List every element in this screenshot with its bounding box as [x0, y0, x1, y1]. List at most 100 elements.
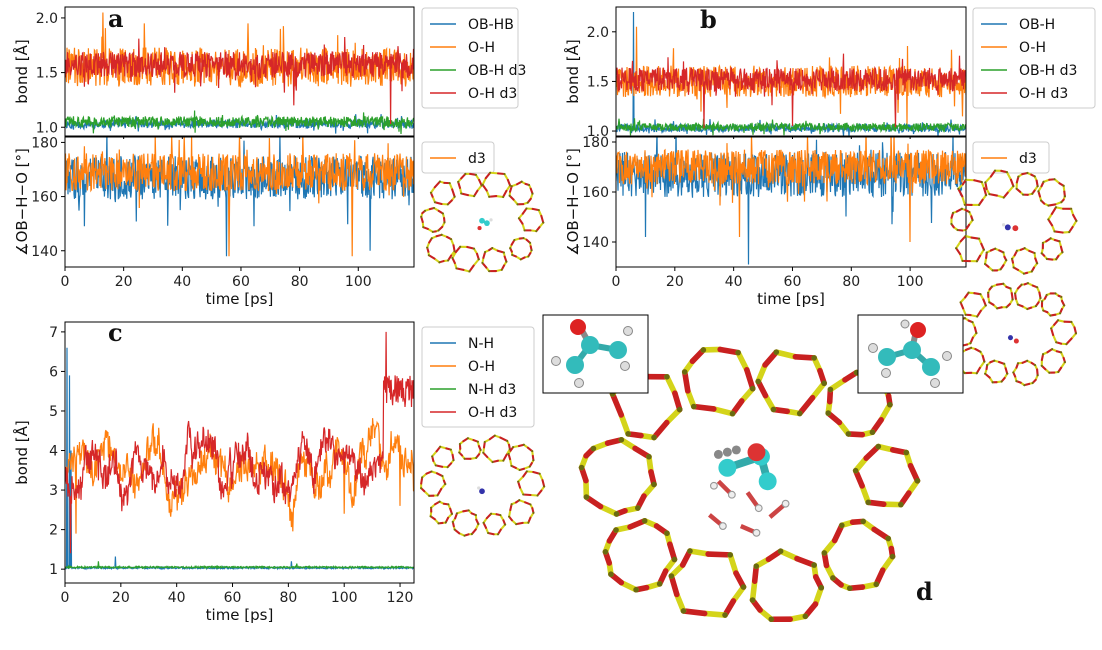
- x-tick-label: 60: [224, 590, 242, 606]
- axes-frame: [615, 136, 967, 268]
- legend-box: [421, 7, 519, 109]
- y-tick-label: 4: [49, 444, 58, 460]
- panel-label-c: c: [108, 318, 123, 347]
- legend-entry: N-H d3: [468, 382, 516, 398]
- plot-c-bond: 1 2 3 4 5 6 7 0 20 40 60 80 100 120 time [ps] bond [Å] N…: [12, 321, 535, 624]
- molecule-inset-left: [542, 314, 649, 394]
- series-line-d3: [65, 137, 414, 257]
- axes-frame: [64, 6, 415, 137]
- y-tick-label: 1.0: [36, 120, 58, 136]
- y-tick-label: 1.5: [587, 74, 609, 90]
- x-tick-label: 80: [842, 274, 860, 290]
- axes-frame: [64, 136, 415, 268]
- x-tick-label: 20: [115, 274, 133, 290]
- x-tick-label: 20: [666, 274, 684, 290]
- y-axis-label: ∡OB−H−O [°]: [13, 148, 31, 256]
- series-line-unlabeled: [616, 137, 966, 265]
- series-line-o-h-d3: [616, 53, 966, 129]
- y-tick-label: 5: [49, 404, 58, 420]
- legend-entry: d3: [1019, 151, 1037, 167]
- x-axis-label: time [ps]: [206, 606, 274, 624]
- series-group: [616, 11, 966, 136]
- plot-b-angle: 140 160 180 0 20 40 60 80 100 time [ps] ∡OB−H−O [°…: [564, 135, 1050, 308]
- legend: N-H O-H N-H d3 O-H d3: [421, 326, 535, 428]
- y-axis-label: ∡OB−H−O [°]: [564, 148, 582, 256]
- y-axis-label: bond [Å]: [12, 420, 31, 484]
- zeolite-thumbnail-b-top: [950, 169, 1078, 275]
- series-line-ob-h-d3: [65, 110, 414, 135]
- legend: OB-H O-H OB-H d3 O-H d3: [972, 7, 1096, 109]
- adsorbate-molecule-b2: [1007, 335, 1019, 344]
- plot-a-bond: 1.0 1.5 2.0 bond [Å] OB-HB O-H OB-H d3 O-H d3: [12, 6, 526, 139]
- series-line-o-h: [616, 26, 966, 127]
- series-line-unlabeled: [65, 137, 414, 257]
- y-tick-label: 180: [582, 135, 609, 151]
- legend-entry: OB-H d3: [468, 63, 526, 79]
- axes-frame: [615, 6, 967, 137]
- legend-entry: OB-H d3: [1019, 63, 1077, 79]
- y-tick-label: 160: [582, 185, 609, 201]
- zeolite-structure-d: [578, 346, 921, 623]
- x-tick-label: 60: [784, 274, 802, 290]
- plot-b-bond: 1.0 1.5 2.0 bond [Å] OB-H O-H OB-H d3 O-H d3: [563, 6, 1096, 140]
- series-line-d3: [616, 137, 966, 243]
- axes-frame: [64, 321, 415, 584]
- legend: d3: [972, 141, 1050, 174]
- series-group: [65, 12, 414, 135]
- x-axis-label: time [ps]: [757, 290, 825, 308]
- y-tick-label: 2: [49, 523, 58, 539]
- x-tick-label: 80: [291, 274, 309, 290]
- y-tick-label: 140: [582, 235, 609, 251]
- x-tick-label: 0: [612, 274, 621, 290]
- x-tick-label: 100: [345, 274, 372, 290]
- panel-label-b: b: [700, 5, 717, 34]
- y-tick-label: 180: [31, 135, 58, 151]
- y-tick-label: 2.0: [36, 11, 58, 27]
- series-line-n-h-d3: [65, 561, 414, 570]
- x-tick-label: 40: [173, 274, 191, 290]
- legend-entry: O-H d3: [468, 86, 517, 102]
- y-tick-label: 2.0: [587, 25, 609, 41]
- plot-a-angle: 140 160 180 0 20 40 60 80 100 time [ps] ∡OB−H−O [°…: [13, 135, 495, 308]
- adsorbate-molecule-c: [477, 486, 485, 495]
- y-tick-label: 140: [31, 244, 58, 260]
- series-line-o-h: [65, 418, 414, 534]
- legend-box: [421, 326, 535, 428]
- x-axis-label: time [ps]: [206, 290, 274, 308]
- x-tick-label: 0: [61, 590, 70, 606]
- y-axis-label: bond [Å]: [12, 39, 31, 103]
- adsorbate-molecule-b: [1001, 223, 1019, 232]
- x-tick-label: 0: [61, 274, 70, 290]
- legend-box: [421, 141, 495, 174]
- legend-entry: d3: [468, 151, 486, 167]
- legend: d3: [421, 141, 495, 174]
- legend-entry: O-H: [468, 359, 495, 375]
- x-tick-label: 100: [897, 274, 924, 290]
- x-tick-label: 20: [112, 590, 130, 606]
- x-tick-label: 100: [331, 590, 358, 606]
- series-line-ob-h-d3: [616, 118, 966, 136]
- x-tick-label: 80: [279, 590, 297, 606]
- zeolite-thumbnail-b-bottom: [948, 282, 1078, 387]
- y-tick-label: 3: [49, 483, 58, 499]
- x-tick-label: 40: [725, 274, 743, 290]
- legend-entry: O-H d3: [1019, 86, 1068, 102]
- zeolite-thumbnail-c: [420, 434, 546, 537]
- legend-box: [972, 7, 1096, 109]
- x-tick-label: 60: [232, 274, 250, 290]
- adsorbed-molecules-cluster: [708, 443, 790, 537]
- series-group: [616, 137, 966, 265]
- y-tick-label: 1: [49, 562, 58, 578]
- series-group: [65, 331, 414, 571]
- y-tick-label: 1.5: [36, 66, 58, 82]
- legend-entry: O-H: [1019, 40, 1046, 56]
- legend-entry: OB-HB: [468, 17, 514, 33]
- legend-entry: O-H: [468, 40, 495, 56]
- x-tick-label: 120: [387, 590, 414, 606]
- x-tick-label: 40: [168, 590, 186, 606]
- legend-entry: OB-H: [1019, 17, 1055, 33]
- y-tick-label: 6: [49, 364, 58, 380]
- legend: OB-HB O-H OB-H d3 O-H d3: [421, 7, 526, 109]
- zeolite-thumbnail-a: [420, 171, 545, 273]
